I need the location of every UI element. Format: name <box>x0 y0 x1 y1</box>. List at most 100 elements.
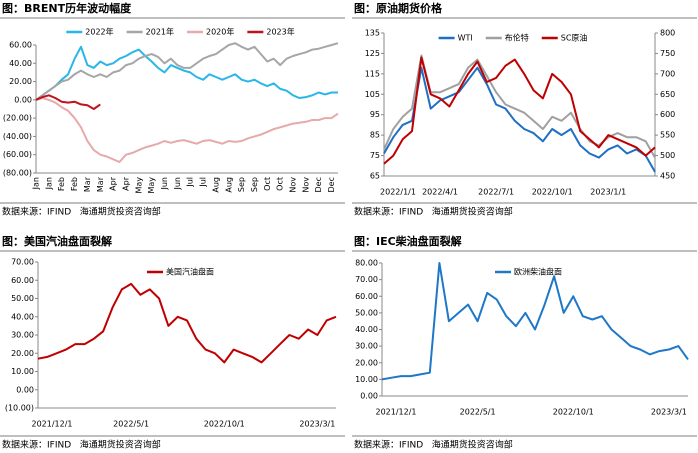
y-tick-label: 80.00 <box>355 259 378 268</box>
x-tick-label: Jan <box>32 177 41 190</box>
x-tick-label: Jan <box>44 177 53 190</box>
legend-label: 2023年 <box>266 27 294 37</box>
panel-title: 图：BRENT历年波动幅度 <box>2 1 132 15</box>
x-tick-label: 2021/12/1 <box>31 420 72 429</box>
x-tick-label: Feb <box>57 177 66 191</box>
legend-label: SC原油 <box>561 33 588 43</box>
y2-tick-label: 750 <box>660 49 675 58</box>
source-note: 数据来源：IFIND 海通期货投资咨询部 <box>2 206 161 218</box>
legend-label: 美国汽油盘面 <box>166 267 214 277</box>
y-tick-label: 0.00 <box>14 95 32 104</box>
series-line <box>383 56 656 165</box>
y2-tick-label: 600 <box>660 110 675 119</box>
chart-panel: 图：原油期货价格 135 125 115 105 95 85 75 65 800 750 700 650… <box>352 1 697 218</box>
panel-title: 图：IEC柴油盘面裂解 <box>354 234 462 248</box>
x-tick-label: 2022/7/1 <box>478 188 514 197</box>
y-tick-label: 70.00 <box>11 258 34 267</box>
chart-panel: 图：IEC柴油盘面裂解 80.00 70.00 60.00 50.00 40.00 30.0… <box>352 234 697 451</box>
x-tick-label: Aug <box>211 177 220 193</box>
x-tick-label: Jul <box>199 177 208 188</box>
y-tick-label: 135 <box>365 29 380 38</box>
y-tick-label: 95 <box>370 110 380 119</box>
x-tick-label: Jun <box>173 177 182 191</box>
x-tick-label: 2023/3/1 <box>299 420 335 429</box>
y-tick-label: 115 <box>365 69 380 78</box>
series-line <box>35 45 338 101</box>
x-tick-label: 2022/5/1 <box>113 420 149 429</box>
y-tick-label: 50.00 <box>11 294 34 303</box>
legend-label: 欧洲柴油盘面 <box>514 267 562 277</box>
y-tick-label: 60.00 <box>9 41 32 50</box>
x-tick-label: Oct <box>276 177 285 191</box>
x-tick-label: Oct <box>263 177 272 191</box>
y2-tick-label: 700 <box>660 69 675 78</box>
legend-label: 2022年 <box>85 27 113 37</box>
y-tick-label: 10.00 <box>355 375 378 384</box>
y-tick-label: 60.00 <box>355 292 378 301</box>
panel-title: 图：原油期货价格 <box>354 1 443 15</box>
source-note: 数据来源：IFIND 海通期货投资咨询部 <box>354 206 513 218</box>
y-tick-label: 70.00 <box>355 275 378 284</box>
series-line <box>35 94 101 110</box>
y-tick-label: 125 <box>365 49 380 58</box>
series-line <box>35 42 339 101</box>
y-tick-label: 0.00 <box>360 392 378 401</box>
panel-title: 图：美国汽油盘面裂解 <box>2 234 112 248</box>
series-line <box>381 262 689 381</box>
x-tick-label: 2021/12/1 <box>375 408 416 417</box>
y-tick-label: 40.00 <box>11 312 34 321</box>
y-tick-label: 40.00 <box>9 59 32 68</box>
x-tick-label: Apr <box>109 176 118 191</box>
x-tick-label: 2022/10/1 <box>553 408 594 417</box>
y-tick-label: 65 <box>370 172 380 181</box>
y-tick-label: (10.00) <box>5 404 34 413</box>
chart-panel: 图：BRENT历年波动幅度 60.00 40.00 20.00 0.00 (20.00) (… <box>0 1 345 218</box>
y2-tick-label: 800 <box>660 29 675 38</box>
x-tick-label: Aug <box>224 177 233 193</box>
x-tick-label: May <box>134 177 143 194</box>
x-tick-label: Dec <box>327 177 336 192</box>
series-line <box>37 282 337 364</box>
y-tick-label: (40.00) <box>3 132 32 141</box>
y-tick-label: 50.00 <box>355 308 378 317</box>
legend-label: 2020年 <box>206 27 234 37</box>
legend-label: 布伦特 <box>505 33 529 43</box>
x-tick-label: Sep <box>250 177 259 192</box>
x-tick-label: Nov <box>301 177 310 193</box>
y-tick-label: 30.00 <box>11 331 34 340</box>
source-note: 数据来源：IFIND 海通期货投资咨询部 <box>2 439 161 451</box>
y2-tick-label: 650 <box>660 90 675 99</box>
x-tick-label: Dec <box>314 177 323 192</box>
chart-panel: 图：美国汽油盘面裂解 70.00 60.00 50.00 40.00 30.00 20.00… <box>0 234 345 451</box>
series-line <box>35 97 339 163</box>
x-tick-label: 2022/5/1 <box>460 408 496 417</box>
y-tick-label: 105 <box>365 90 380 99</box>
x-tick-label: 2023/1/1 <box>590 188 626 197</box>
x-tick-label: Jun <box>160 177 169 191</box>
x-tick-label: 2023/3/1 <box>651 408 687 417</box>
y-tick-label: 0.00 <box>16 385 34 394</box>
y-tick-label: 20.00 <box>355 358 378 367</box>
series-line <box>383 66 656 173</box>
y-tick-label: 75 <box>370 151 380 160</box>
y2-tick-label: 450 <box>660 172 675 181</box>
x-tick-label: 2022/10/1 <box>204 420 245 429</box>
legend-label: 2021年 <box>146 27 174 37</box>
y-tick-label: 40.00 <box>355 325 378 334</box>
x-tick-label: 2022/10/1 <box>532 188 573 197</box>
x-tick-label: Feb <box>70 177 79 191</box>
y-tick-label: 60.00 <box>11 276 34 285</box>
y2-tick-label: 550 <box>660 131 675 140</box>
x-tick-label: Sep <box>237 177 246 192</box>
y-tick-label: 20.00 <box>9 77 32 86</box>
source-note: 数据来源：IFIND 海通期货投资咨询部 <box>354 439 513 451</box>
x-tick-label: 2022/4/1 <box>422 188 458 197</box>
x-tick-label: Jul <box>186 177 195 188</box>
x-tick-label: Nov <box>289 177 298 193</box>
y-tick-label: (20.00) <box>3 114 32 123</box>
x-tick-label: May <box>147 177 156 194</box>
y-tick-label: (60.00) <box>3 150 32 159</box>
y-tick-label: 10.00 <box>11 367 34 376</box>
x-tick-label: Apr <box>121 176 130 191</box>
